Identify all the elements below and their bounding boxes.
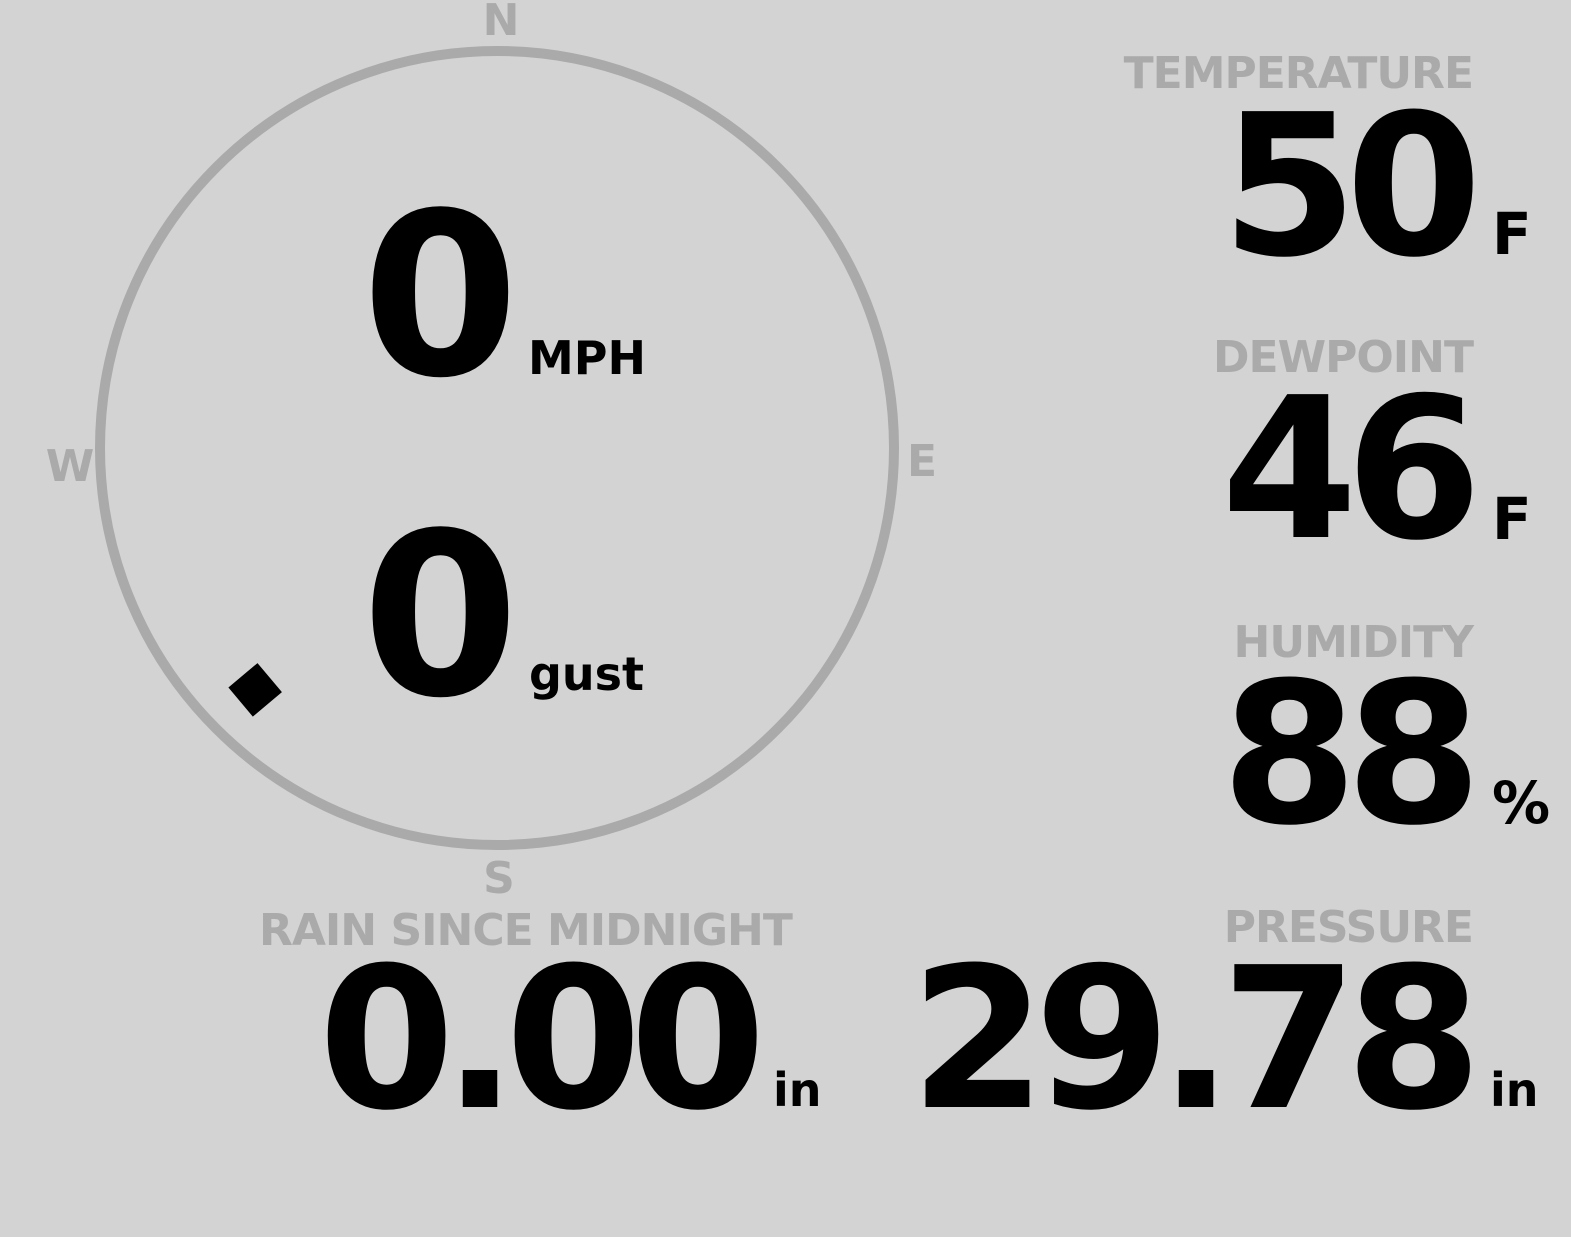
pressure-label: PRESSURE — [1223, 902, 1474, 953]
humidity-unit: % — [1492, 769, 1551, 837]
compass-south-label: S — [483, 853, 515, 904]
pressure-value: 29.78 — [910, 926, 1482, 1154]
compass-ring — [95, 46, 899, 850]
rain-label: RAIN SINCE MIDNIGHT — [259, 905, 793, 956]
compass-north-label: N — [482, 0, 520, 46]
temperature-unit: F — [1492, 200, 1532, 268]
humidity-label: HUMIDITY — [1233, 617, 1474, 668]
wind-gust-value: 0 — [361, 485, 519, 748]
wind-gust-unit: gust — [529, 647, 645, 701]
rain-value: 0.00 — [318, 926, 766, 1154]
compass-east-label: E — [906, 436, 938, 487]
wind-speed-unit: MPH — [528, 331, 646, 385]
wind-speed-value: 0 — [361, 165, 519, 428]
compass-west-label: W — [45, 441, 95, 492]
temperature-label: TEMPERATURE — [1123, 48, 1474, 99]
pressure-unit: in — [1490, 1063, 1539, 1117]
humidity-value: 88 — [1221, 641, 1482, 869]
dewpoint-value: 46 — [1221, 356, 1482, 584]
dewpoint-label: DEWPOINT — [1213, 332, 1474, 383]
dewpoint-unit: F — [1492, 485, 1532, 553]
temperature-value: 50 — [1221, 73, 1482, 301]
wind-direction-marker — [228, 663, 282, 717]
rain-unit: in — [773, 1063, 822, 1117]
